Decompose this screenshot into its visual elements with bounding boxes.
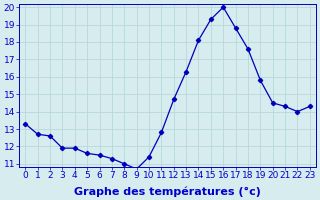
- X-axis label: Graphe des températures (°c): Graphe des températures (°c): [74, 186, 261, 197]
